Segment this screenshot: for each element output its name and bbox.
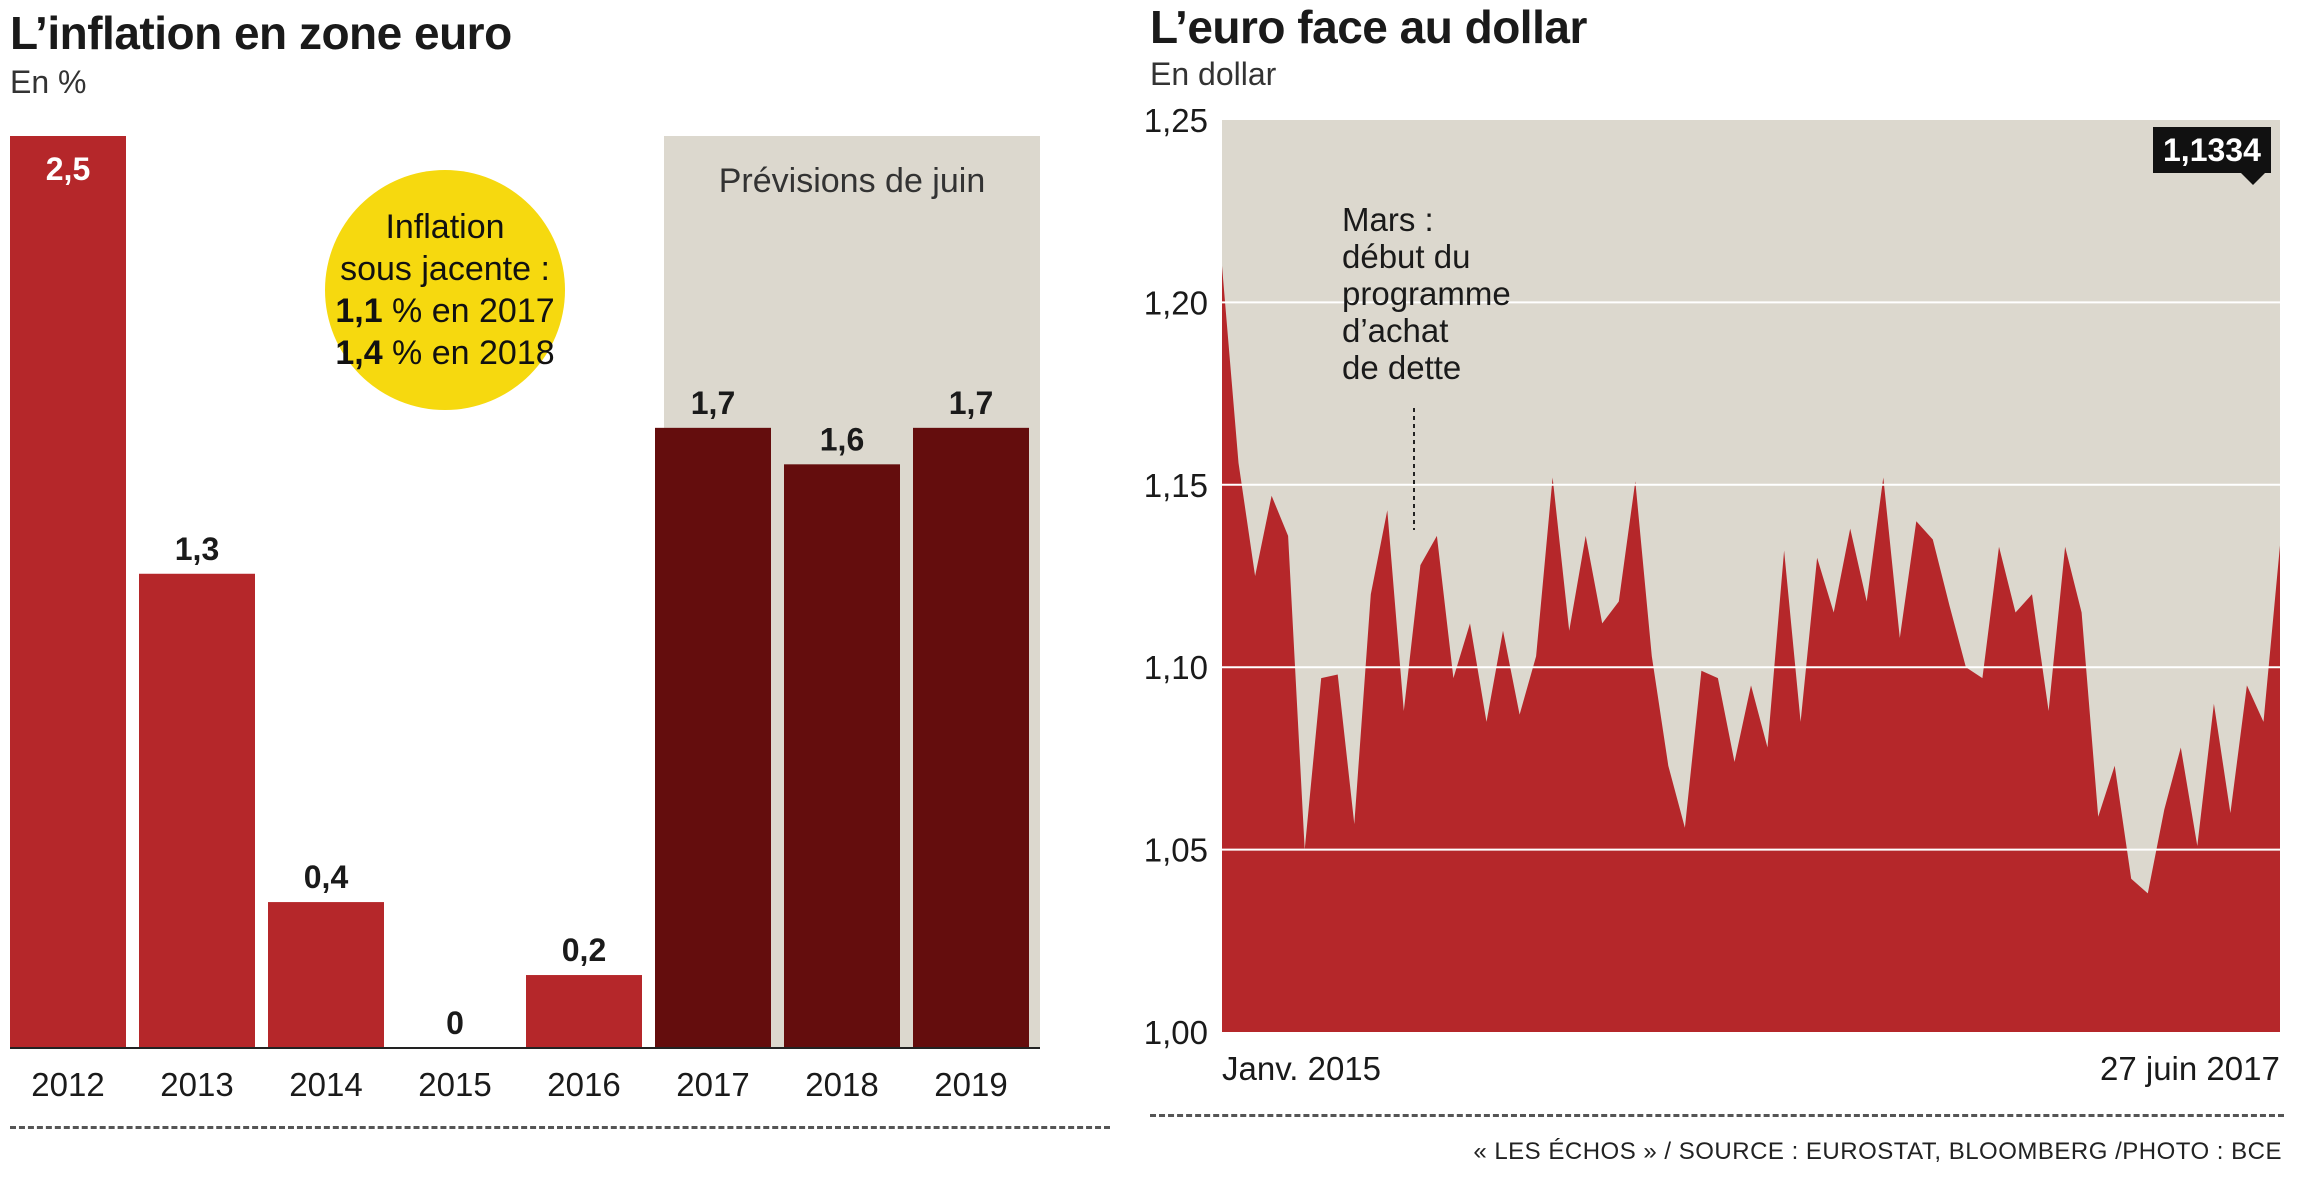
forecast-label: Prévisions de juin [718, 162, 986, 200]
bar-2016 [526, 975, 642, 1048]
bubble-line-4: 1,4 % en 2018 [335, 332, 554, 374]
annotation-line: de dette [1342, 349, 1462, 386]
bar-value-label: 1,7 [691, 385, 735, 421]
y-tick-label: 1,20 [1144, 284, 1208, 321]
x-tick-label: 2019 [934, 1066, 1007, 1103]
y-tick-label: 1,15 [1144, 467, 1208, 504]
left-separator [10, 1126, 1110, 1129]
x-tick-label: 2012 [31, 1066, 104, 1103]
bar-value-label: 2,5 [46, 151, 90, 187]
x-end-label: 27 juin 2017 [2100, 1050, 2280, 1087]
bar-2019 [913, 427, 1029, 1049]
x-start-label: Janv. 2015 [1222, 1050, 1382, 1087]
bar-value-label: 0 [446, 1005, 464, 1041]
y-tick-label: 1,00 [1144, 1014, 1208, 1051]
x-tick-label: 2018 [805, 1066, 878, 1103]
bubble-line-2: sous jacente : [340, 250, 550, 288]
bar-series: 2,5 2012 1,3 2013 0,4 2014 0 2015 0,2 2016 1,7 2017… [10, 136, 1029, 1103]
annotation-line: Mars : [1342, 201, 1434, 238]
bar-value-label: 1,3 [175, 531, 219, 567]
source-credit: « LES ÉCHOS » / SOURCE : EUROSTAT, BLOOM… [1473, 1138, 2282, 1165]
right-separator [1150, 1114, 2284, 1117]
bubble-text-2017: % en 2017 [382, 292, 555, 330]
annotation-line: d’achat [1342, 312, 1449, 349]
x-tick-label: 2017 [676, 1066, 749, 1103]
annotation-line: programme [1342, 275, 1511, 312]
left-chart-subtitle: En % [10, 64, 87, 100]
bubble-text-2018: % en 2018 [382, 334, 555, 372]
x-tick-label: 2013 [160, 1066, 233, 1103]
bar-value-label: 0,2 [562, 932, 606, 968]
bar-2012 [10, 136, 126, 1048]
annotation-line: début du [1342, 238, 1471, 275]
bar-value-label: 1,6 [820, 421, 864, 457]
core-inflation-bubble: Inflation sous jacente : 1,1 % en 2017 1… [325, 170, 565, 410]
bar-2018 [784, 464, 900, 1048]
bubble-value-2018: 1,4 [335, 334, 383, 372]
y-tick-label: 1,05 [1144, 832, 1208, 869]
bubble-line-1: Inflation [385, 208, 505, 246]
bar-2014 [268, 902, 384, 1048]
area-gridlines: 1,00 1,05 1,10 1,15 1,20 1,25 [1144, 102, 2280, 1051]
x-tick-label: 2015 [418, 1066, 491, 1103]
last-value-callout: 1,1334 [2153, 127, 2271, 185]
bar-value-label: 0,4 [304, 859, 349, 895]
x-tick-label: 2014 [289, 1066, 362, 1103]
x-tick-label: 2016 [547, 1066, 620, 1103]
qe-annotation: Mars : début du programme d’achat de det… [1342, 201, 1511, 386]
bubble-line-3: 1,1 % en 2017 [335, 290, 554, 332]
bubble-value-2017: 1,1 [335, 292, 383, 330]
y-tick-label: 1,25 [1144, 102, 1208, 139]
right-chart-title: L’euro face au dollar [1150, 1, 1587, 53]
y-tick-label: 1,10 [1144, 649, 1208, 686]
right-chart-subtitle: En dollar [1150, 56, 1277, 92]
euro-dollar-area [1222, 265, 2280, 1032]
left-chart-title: L’inflation en zone euro [10, 7, 512, 59]
bar-2017 [655, 427, 771, 1049]
bar-2013 [139, 573, 255, 1048]
bar-value-label: 1,7 [949, 385, 993, 421]
